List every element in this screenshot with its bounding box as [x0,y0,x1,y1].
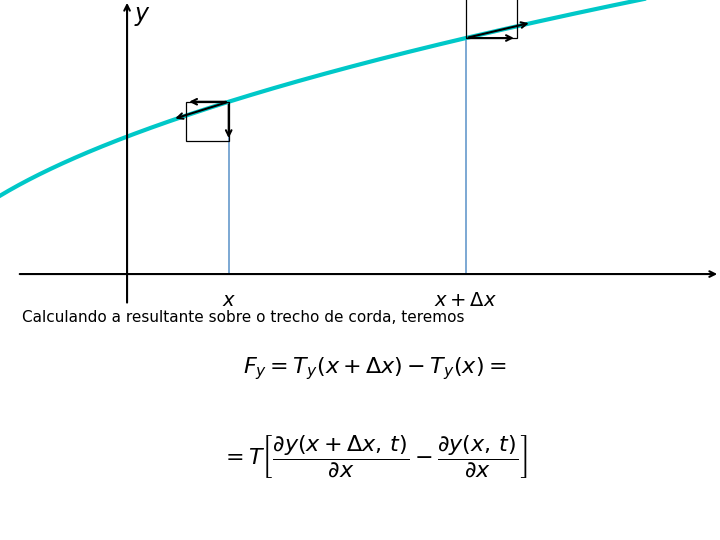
Text: $x + \Delta x$: $x + \Delta x$ [434,291,498,310]
Text: $x$: $x$ [222,291,236,310]
Text: $= T \left[ \dfrac{\partial y(x + \Delta x,\, t)}{\partial x} - \dfrac{\partial : $= T \left[ \dfrac{\partial y(x + \Delta… [221,434,528,480]
Text: $F_y = T_y(x + \Delta x) - T_y(x) =$: $F_y = T_y(x + \Delta x) - T_y(x) =$ [243,355,506,382]
Text: Calculando a resultante sobre o trecho de corda, teremos: Calculando a resultante sobre o trecho d… [22,309,464,325]
Text: $y$: $y$ [134,4,150,28]
